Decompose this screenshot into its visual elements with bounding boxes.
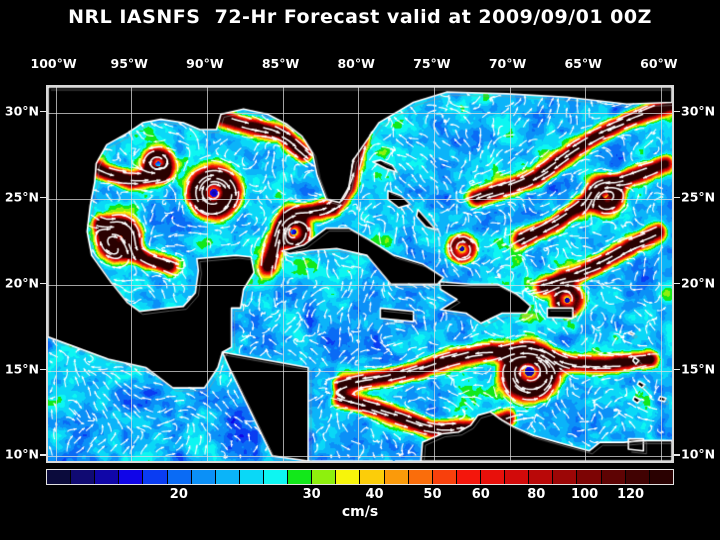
colorbar-cell-14	[384, 470, 409, 484]
axis-tick	[40, 196, 46, 199]
lat-tick-4: 10°N	[4, 446, 39, 462]
lat-tick-0: 30°N	[681, 103, 716, 119]
colorbar-cell-1	[71, 470, 96, 484]
colorbar-tick-6: 100	[571, 487, 599, 502]
colorbar-cell-7	[215, 470, 240, 484]
current-speed-heatmap	[48, 87, 672, 461]
colorbar-cell-17	[456, 470, 481, 484]
lat-tick-1: 25°N	[681, 189, 716, 205]
axis-tick	[674, 454, 680, 456]
lat-tick-3: 15°N	[681, 361, 716, 376]
colorbar-tick-labels: 20 30 40 50 60 80 100 120	[0, 487, 720, 503]
lat-tick-1: 25°N	[4, 189, 39, 205]
colorbar-cell-11	[312, 470, 337, 484]
colorbar[interactable]	[46, 469, 674, 485]
colorbar-cell-8	[239, 470, 264, 484]
axis-tick	[40, 454, 46, 456]
colorbar-cell-9	[263, 470, 289, 484]
lon-tick-0: 100°W	[30, 56, 77, 71]
colorbar-cell-15	[408, 470, 433, 484]
map-plot-area[interactable]: Surface Current 50 cm/s	[46, 85, 674, 463]
colorbar-cell-20	[529, 470, 554, 484]
longitude-tick-labels: 100°W 95°W 90°W 85°W 80°W 75°W 70°W 65°W 60°W	[0, 56, 720, 72]
lon-tick-7: 65°W	[564, 56, 602, 71]
lat-tick-3: 15°N	[4, 361, 39, 376]
axis-tick	[40, 282, 46, 285]
axis-tick	[674, 196, 680, 199]
colorbar-unit-label: cm/s	[341, 504, 379, 520]
lon-tick-5: 75°W	[413, 56, 451, 71]
lon-tick-1: 95°W	[110, 56, 148, 71]
colorbar-cell-19	[505, 470, 530, 484]
colorbar-cell-5	[167, 470, 192, 484]
lon-tick-6: 70°W	[488, 56, 527, 71]
page-title: NRL IASNFS 72-Hr Forecast valid at 2009/…	[68, 6, 652, 28]
colorbar-cell-4	[143, 470, 168, 484]
colorbar-cell-21	[553, 470, 578, 484]
axis-tick	[674, 282, 680, 285]
colorbar-cell-24	[625, 470, 650, 484]
colorbar-cell-25	[649, 470, 673, 484]
colorbar-tick-1: 30	[302, 487, 321, 502]
colorbar-cell-16	[432, 470, 457, 484]
colorbar-cell-2	[95, 470, 120, 484]
colorbar-cell-12	[336, 470, 361, 484]
lat-tick-2: 20°N	[681, 275, 716, 291]
colorbar-tick-4: 60	[471, 487, 490, 502]
axis-tick	[674, 110, 680, 113]
colorbar-cell-0	[47, 470, 72, 484]
colorbar-tick-2: 40	[365, 487, 384, 502]
colorbar-tick-0: 20	[169, 487, 188, 502]
lon-tick-4: 80°W	[337, 56, 375, 71]
colorbar-cell-10	[288, 470, 313, 484]
colorbar-cell-22	[577, 470, 602, 484]
axis-tick	[40, 110, 46, 113]
colorbar-cell-23	[601, 470, 626, 484]
lat-tick-2: 20°N	[4, 275, 39, 291]
lon-tick-2: 90°W	[186, 56, 224, 71]
colorbar-cell-18	[480, 470, 506, 484]
lon-tick-3: 85°W	[261, 56, 300, 71]
axis-tick	[40, 368, 46, 370]
colorbar-tick-7: 120	[616, 487, 645, 502]
lat-tick-4: 10°N	[681, 446, 716, 462]
lat-tick-0: 30°N	[4, 103, 39, 119]
lon-tick-8: 60°W	[640, 56, 678, 71]
colorbar-cell-3	[119, 470, 144, 484]
colorbar-cell-6	[191, 470, 216, 484]
colorbar-tick-3: 50	[423, 487, 442, 502]
colorbar-tick-5: 80	[527, 487, 546, 502]
field-label: Surface Current	[100, 462, 234, 463]
colorbar-cell-13	[360, 470, 385, 484]
axis-tick	[674, 368, 680, 370]
